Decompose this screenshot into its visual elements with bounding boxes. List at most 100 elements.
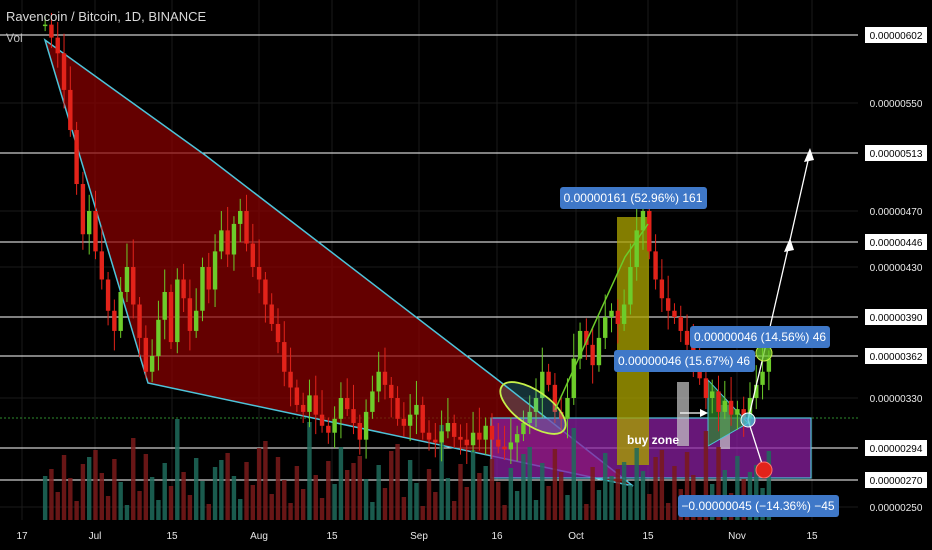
volume-bar	[376, 465, 381, 520]
candle-body	[502, 446, 507, 450]
volume-bar	[540, 463, 545, 520]
volume-bar	[433, 492, 438, 520]
grey-box-1	[677, 382, 689, 446]
price-axis-bg	[858, 0, 932, 550]
volume-bar	[238, 499, 243, 520]
candle-body	[206, 267, 211, 290]
volume-bar	[357, 456, 363, 520]
time-tick: Sep	[410, 531, 428, 542]
projection-path-green	[554, 223, 649, 411]
price-level-text: 0.00000390	[870, 313, 923, 324]
volume-bar	[628, 485, 633, 520]
volume-bar	[212, 467, 218, 520]
candle-body	[634, 230, 639, 267]
candle-body	[558, 411, 564, 419]
candle-body	[61, 53, 67, 90]
candle-body	[596, 337, 602, 366]
volume-bar	[137, 491, 142, 520]
volume-bar	[647, 494, 652, 520]
forecast-path	[747, 151, 811, 421]
volume-bar	[313, 475, 318, 520]
price-level-tag	[865, 348, 927, 364]
candle-body	[338, 398, 344, 419]
volume-bar	[439, 425, 444, 520]
time-tick: 17	[16, 531, 28, 542]
candle-body	[609, 310, 614, 317]
volume-bar	[527, 447, 532, 520]
stop-circle-red	[755, 461, 773, 479]
volume-bar	[615, 469, 621, 520]
volume-bar	[464, 487, 469, 520]
volume-bar	[420, 506, 425, 520]
candle-body	[143, 337, 149, 372]
volume-bar	[175, 419, 180, 520]
volume-bar	[363, 479, 369, 520]
measure-box-down	[678, 495, 839, 517]
measure-label-3: 0.00000046 (14.56%) 46	[694, 330, 826, 344]
volume-bar	[206, 504, 211, 520]
price-level-text: 0.00000446	[870, 238, 923, 249]
candle-body	[470, 432, 476, 446]
candle-body	[426, 432, 432, 440]
candle-body	[653, 251, 658, 280]
volume-bar	[477, 473, 482, 520]
candle-body	[678, 317, 683, 331]
volume-bar	[716, 447, 721, 520]
arrow-head-top	[804, 148, 814, 162]
volume-bar	[754, 465, 759, 520]
volume-bar	[131, 438, 136, 520]
volume-bar	[294, 466, 300, 520]
candle-body	[112, 310, 117, 331]
candle-body	[458, 436, 463, 440]
volume-bar	[193, 458, 199, 520]
candle-body	[395, 398, 400, 419]
price-level-tag	[865, 27, 927, 43]
volume-bar	[200, 481, 205, 520]
time-axis-bg	[0, 522, 858, 550]
volume-bar	[382, 488, 388, 520]
volume-bar	[231, 476, 237, 520]
candle-body	[565, 398, 570, 419]
candle-body	[238, 211, 243, 224]
candle-body	[489, 425, 495, 440]
candle-body	[647, 211, 652, 252]
candle-body	[439, 431, 444, 443]
candle-body	[407, 414, 413, 426]
price-level-tag	[865, 145, 927, 161]
candle-body	[175, 279, 180, 343]
volume-bar	[621, 462, 627, 520]
volume-bar	[55, 492, 60, 520]
volume-bar	[407, 460, 413, 520]
candle-body	[345, 398, 350, 410]
candle-body	[747, 398, 753, 418]
measure-box-1	[560, 187, 707, 209]
volume-bar	[603, 453, 608, 520]
candle-body	[307, 395, 312, 412]
candle-body	[433, 439, 438, 443]
measure-box-3	[690, 326, 830, 348]
volume-bar	[389, 451, 394, 520]
candle-body	[231, 223, 237, 255]
candle-body	[464, 439, 469, 446]
volume-bar	[244, 462, 249, 520]
candle-body	[540, 371, 545, 398]
price-level-text: 0.00000362	[870, 352, 923, 363]
candle-body	[200, 267, 205, 311]
candle-body	[496, 439, 501, 447]
volume-bar	[445, 478, 451, 520]
time-tick: Jul	[89, 531, 102, 542]
volume-bar	[99, 473, 104, 520]
volume-bar	[735, 456, 740, 520]
volume-bar	[49, 469, 54, 520]
candle-body	[590, 344, 595, 366]
candle-body	[533, 398, 539, 412]
volume-bar	[275, 457, 281, 520]
candle-body	[282, 342, 287, 372]
candle-body	[212, 251, 218, 290]
candle-body	[156, 319, 161, 356]
volume-bar	[665, 503, 671, 520]
candles	[42, 12, 772, 464]
volume-bar	[42, 476, 48, 520]
candle-body	[263, 279, 268, 305]
volume-bar	[269, 494, 274, 520]
